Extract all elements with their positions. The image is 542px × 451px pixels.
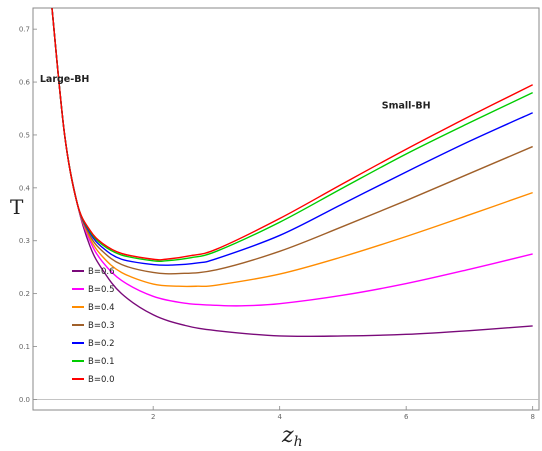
y-tick-label: 0.7 bbox=[19, 26, 30, 34]
series-lines bbox=[51, 8, 533, 338]
annotations: Large-BH Small-BH bbox=[40, 74, 431, 111]
legend-label: B=0.6 bbox=[88, 267, 114, 277]
series-line-b-0-4 bbox=[51, 8, 533, 288]
y-tick-label: 0.0 bbox=[19, 396, 30, 404]
y-tick-label: 0.1 bbox=[19, 343, 30, 351]
x-tick-label: 4 bbox=[277, 413, 282, 421]
legend-label: B=0.4 bbox=[88, 303, 114, 313]
x-ticks: 2 4 6 8 bbox=[151, 406, 535, 421]
annotation-small-bh: Small-BH bbox=[382, 101, 431, 112]
y-tick-label: 0.2 bbox=[19, 290, 30, 298]
y-tick-label: 0.4 bbox=[19, 184, 31, 192]
legend-label: B=0.5 bbox=[88, 285, 114, 295]
series-line-b-0-3 bbox=[51, 8, 533, 275]
x-axis-label: zh bbox=[281, 423, 303, 450]
y-ticks: 0.0 0.1 0.2 0.3 0.4 0.5 0.6 0.7 bbox=[19, 26, 37, 404]
legend-label: B=0.2 bbox=[88, 339, 114, 349]
y-tick-label: 0.3 bbox=[19, 237, 30, 245]
x-axis-label-subscript: h bbox=[294, 434, 303, 450]
legend-label: B=0.0 bbox=[88, 375, 114, 385]
x-tick-label: 2 bbox=[151, 413, 155, 421]
annotation-large-bh: Large-BH bbox=[40, 74, 90, 85]
x-axis-label-main: z bbox=[281, 423, 294, 448]
series-line-b-0-5 bbox=[51, 8, 533, 307]
legend-label: B=0.1 bbox=[88, 357, 114, 367]
plot-frame bbox=[32, 7, 540, 411]
y-axis-label: T bbox=[10, 195, 24, 219]
x-tick-label: 8 bbox=[530, 413, 534, 421]
x-tick-label: 6 bbox=[404, 413, 409, 421]
series-line-b-0-1 bbox=[51, 8, 533, 263]
legend: B=0.6 B=0.5 B=0.4 B=0.3 B=0.2 B=0.1 B=0.0 bbox=[72, 267, 114, 385]
series-line-b-0-0 bbox=[51, 8, 533, 261]
series-line-b-0-2 bbox=[51, 8, 533, 266]
series-line-b-0-6 bbox=[51, 8, 533, 338]
y-tick-label: 0.5 bbox=[19, 131, 30, 139]
legend-label: B=0.3 bbox=[88, 321, 114, 331]
y-tick-label: 0.6 bbox=[19, 79, 31, 87]
